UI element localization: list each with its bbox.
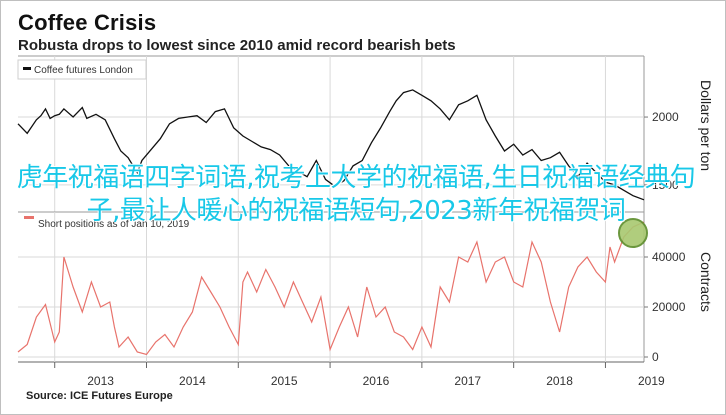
x-tick-label: 2016 xyxy=(363,374,390,388)
x-tick-label: 2015 xyxy=(271,374,298,388)
bottom-y-axis-title: Contracts xyxy=(698,252,714,312)
top-y-ticks: 1500 2000 xyxy=(644,110,679,192)
top-legend-box xyxy=(17,59,147,80)
x-tick-label: 2018 xyxy=(546,374,573,388)
bottom-legend-label: Short positions as of Jan 10, 2019 xyxy=(38,219,190,230)
bottom-y-tick-label: 0 xyxy=(652,350,659,364)
bottom-y-tick-label: 40000 xyxy=(652,250,686,264)
chart-source: Source: ICE Futures Europe xyxy=(26,390,173,402)
short-positions-line xyxy=(17,221,645,356)
chart-subtitle: Robusta drops to lowest since 2010 amid … xyxy=(18,37,456,54)
chart-title: Coffee Crisis xyxy=(18,10,157,35)
x-tick-label: 2013 xyxy=(87,374,114,388)
bottom-y-ticks: 0 20000 40000 xyxy=(644,250,686,364)
x-ticks: 2013 2014 2015 2016 2017 2018 2019 xyxy=(54,362,665,388)
x-tick-label: 2019 xyxy=(638,374,665,388)
top-y-tick-label: 2000 xyxy=(652,110,679,124)
top-y-axis-title: Dollars per ton xyxy=(698,80,714,172)
coffee-futures-line xyxy=(17,89,645,201)
x-tick-label: 2017 xyxy=(454,374,481,388)
top-panel: 1500 2000 Coffee futures London xyxy=(17,55,679,212)
bottom-legend-swatch xyxy=(24,216,34,219)
top-grid xyxy=(18,56,644,212)
bottom-y-tick-label: 20000 xyxy=(652,300,686,314)
top-legend-label: Coffee futures London xyxy=(34,65,133,76)
top-legend: Coffee futures London xyxy=(17,59,147,80)
top-legend-swatch xyxy=(23,67,31,70)
latest-value-marker xyxy=(618,218,648,248)
bottom-grid xyxy=(18,212,644,362)
bottom-panel: 0 20000 40000 2013 2014 2015 2016 2017 2018 2019… xyxy=(17,211,686,388)
bottom-legend: Short positions as of Jan 10, 2019 xyxy=(24,216,190,230)
top-y-tick-label: 1500 xyxy=(652,178,679,192)
overlay-text: 虎年祝福语四字词语,祝考上大学的祝福语,生日祝福语经典句子,最让人暖心的祝福语短… xyxy=(16,163,696,226)
x-tick-label: 2014 xyxy=(179,374,206,388)
